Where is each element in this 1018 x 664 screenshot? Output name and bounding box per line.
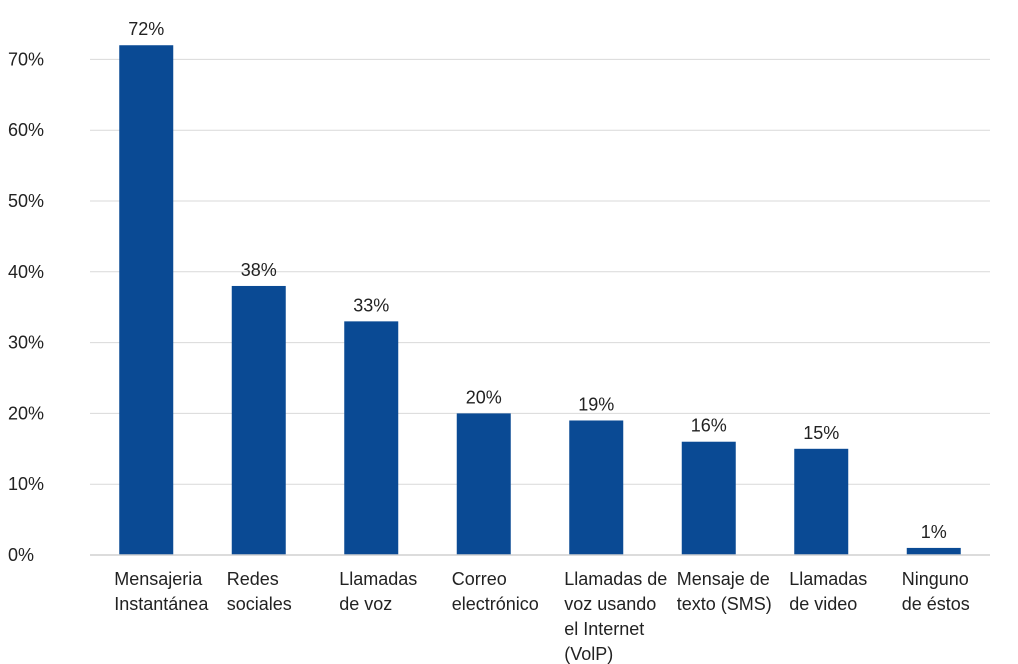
y-tick-label: 60% [8,120,44,140]
category-label: sociales [227,594,292,614]
bar [231,285,286,555]
y-tick-label: 10% [8,474,44,494]
y-axis-ticks: 0% 10% 20% 30% 40% 50% 60% 70% [8,49,44,565]
y-tick-label: 0% [8,545,34,565]
data-label: 15% [803,423,839,443]
bar [906,547,961,555]
data-label: 16% [691,416,727,436]
category-label: de voz [339,594,392,614]
category-label: el Internet [564,619,644,639]
data-label: 1% [921,522,947,542]
bar [119,45,174,556]
bar [681,441,736,555]
data-label: 19% [578,394,614,414]
x-axis-categories: Mensajeria Instantánea Redes sociales Llamad… [114,569,970,664]
y-tick-label: 40% [8,262,44,282]
category-label: Redes [227,569,279,589]
bar [794,448,849,555]
category-label: de video [789,594,857,614]
data-label: 33% [353,295,389,315]
bar [456,413,511,555]
category-label: Mensaje de [677,569,770,589]
data-label: 72% [128,19,164,39]
category-label: Llamadas [789,569,867,589]
category-label: Instantánea [114,594,209,614]
data-labels: 72% 38% 33% 20% 19% 16% 15% 1% [128,19,947,542]
category-label: Llamadas [339,569,417,589]
category-label: Correo [452,569,507,589]
data-label: 20% [466,387,502,407]
category-label: de éstos [902,594,970,614]
category-label: texto (SMS) [677,594,772,614]
y-tick-label: 20% [8,403,44,423]
gridlines [90,58,990,485]
category-label: Llamadas de [564,569,667,589]
category-label: (VolP) [564,644,613,664]
bar [344,321,399,555]
data-label: 38% [241,260,277,280]
category-label: electrónico [452,594,539,614]
y-tick-label: 70% [8,49,44,69]
category-label: Mensajeria [114,569,203,589]
bars [119,45,961,556]
bar [569,420,624,555]
category-label: voz usando [564,594,656,614]
y-tick-label: 30% [8,333,44,353]
y-tick-label: 50% [8,191,44,211]
category-label: Ninguno [902,569,969,589]
